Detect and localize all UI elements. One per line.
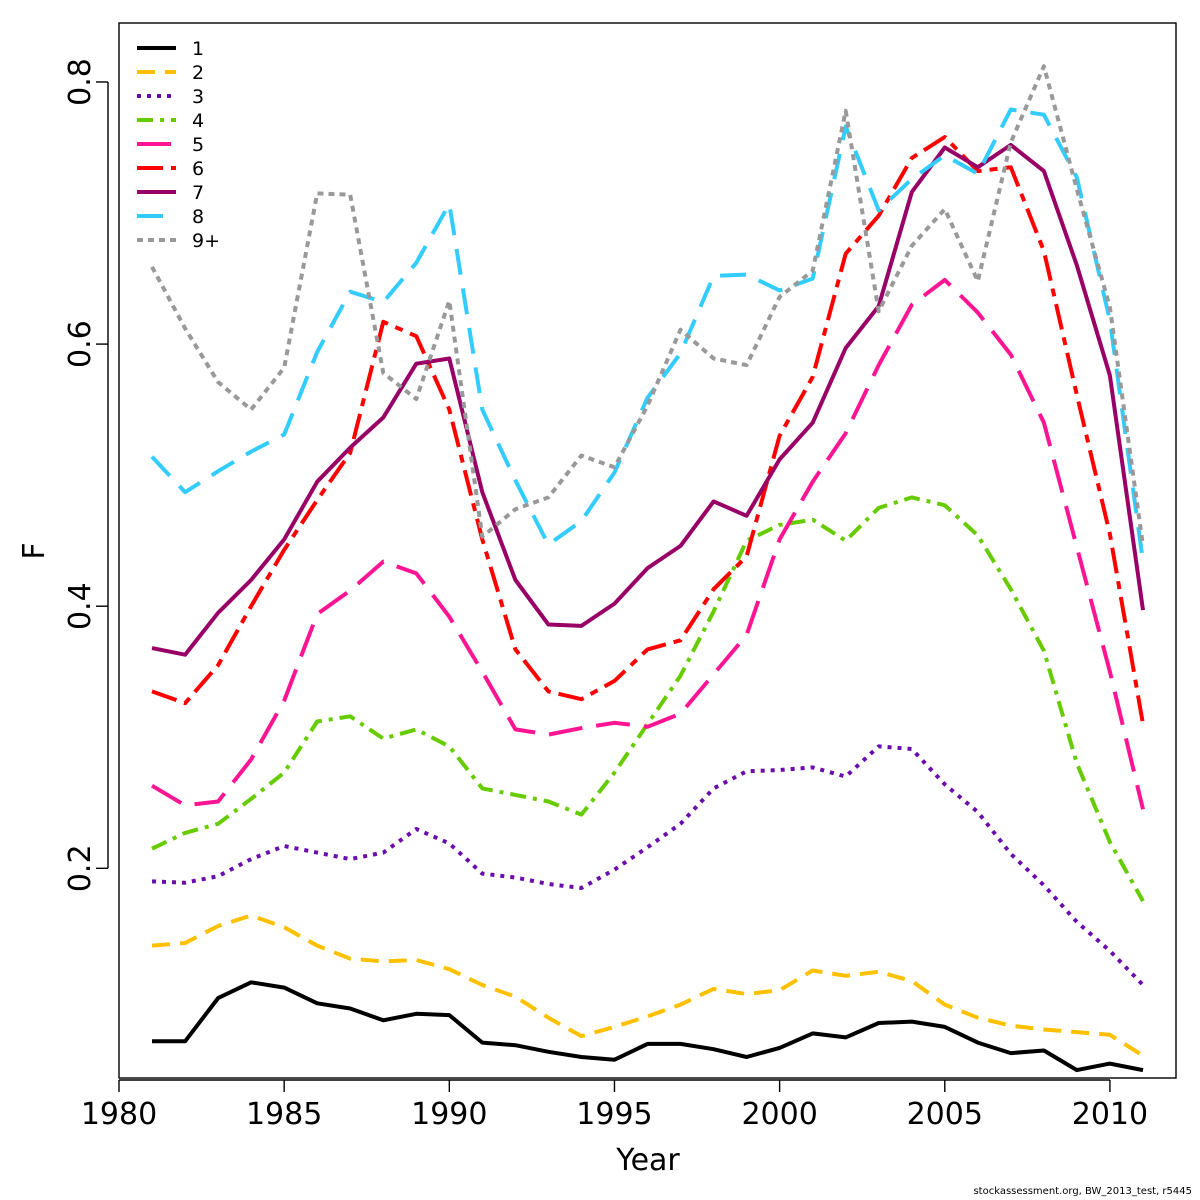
y-tick-label: 0.4 [63,582,98,630]
series-line-3 [151,744,1145,987]
footer-credit: stockassessment.org, BW_2013_test, r5445 [973,1186,1192,1197]
legend-label: 6 [192,158,204,180]
series-line-6 [151,135,1145,725]
x-tick-label: 1980 [81,1097,157,1132]
legend-label: 2 [192,62,204,84]
series-line-7 [151,142,1145,657]
series-line-4 [151,495,1145,903]
legend-label: 4 [192,110,204,132]
y-tick-label: 0.6 [63,320,98,368]
y-axis-title: F [17,542,52,559]
legend-label: 1 [192,38,204,60]
x-tick-label: 2010 [1072,1097,1148,1132]
legend-label: 9+ [192,230,220,252]
series-line-5 [150,277,1145,810]
legend-label: 3 [192,86,204,108]
y-tick-label: 0.8 [63,58,98,106]
x-tick-label: 1995 [576,1097,652,1132]
series-line-1 [152,980,1144,1073]
y-axis: 0.2 0.4 0.6 0.8 [63,58,109,892]
x-axis-title: Year [615,1143,680,1178]
legend-label: 7 [192,182,204,204]
series-line-2 [151,913,1145,1058]
series-line-9 [150,64,1145,547]
series-lines [150,64,1145,1073]
x-tick-label: 1985 [246,1097,322,1132]
x-tick-label: 2000 [741,1097,817,1132]
x-axis: 1980 1985 1990 1995 2000 2005 2010 [81,1079,1148,1132]
plot-frame [118,22,1177,1079]
legend-label: 5 [192,134,204,156]
x-tick-label: 2005 [907,1097,983,1132]
legend-label: 8 [192,206,204,228]
y-tick-label: 0.2 [63,844,98,892]
x-tick-label: 1990 [411,1097,487,1132]
series-line-8 [150,107,1145,562]
